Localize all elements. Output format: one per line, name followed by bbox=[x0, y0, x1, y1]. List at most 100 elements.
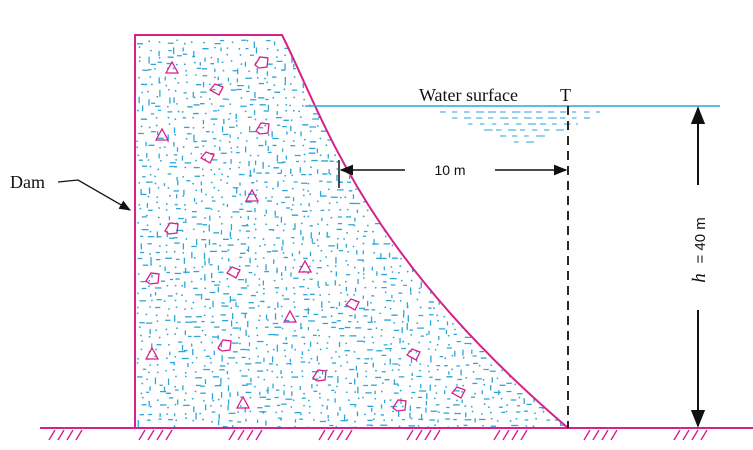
concrete-dot bbox=[154, 175, 156, 178]
concrete-dot bbox=[209, 357, 212, 360]
concrete-dot bbox=[409, 151, 412, 153]
concrete-dot bbox=[184, 308, 186, 311]
hatch-group bbox=[138, 429, 173, 441]
concrete-dot bbox=[312, 69, 315, 72]
concrete-dot bbox=[469, 342, 472, 345]
concrete-dot bbox=[275, 291, 278, 294]
aggregate-stone bbox=[297, 259, 313, 273]
concrete-dot bbox=[570, 372, 572, 374]
concrete-dot bbox=[526, 334, 529, 337]
concrete-dot bbox=[264, 124, 267, 127]
concrete-dot bbox=[445, 252, 448, 255]
concrete-dot bbox=[419, 271, 422, 274]
concrete-dot bbox=[284, 83, 287, 86]
concrete-dot bbox=[151, 83, 153, 86]
aggregate-stone bbox=[144, 346, 160, 360]
concrete-dot bbox=[391, 369, 394, 372]
concrete-dot bbox=[535, 256, 538, 259]
concrete-dot bbox=[266, 389, 268, 392]
concrete-dot bbox=[362, 273, 365, 275]
concrete-dot bbox=[410, 279, 413, 282]
concrete-dot bbox=[175, 375, 177, 378]
concrete-dot bbox=[499, 335, 502, 338]
concrete-dot bbox=[141, 340, 144, 343]
concrete-dot bbox=[357, 271, 360, 274]
concrete-dot bbox=[417, 175, 419, 178]
concrete-dot bbox=[210, 168, 213, 171]
concrete-dot bbox=[455, 76, 458, 79]
concrete-dot bbox=[505, 355, 508, 358]
concrete-dot bbox=[400, 257, 403, 260]
concrete-dot bbox=[394, 210, 396, 212]
concrete-dot bbox=[500, 307, 502, 310]
concrete-dot bbox=[193, 61, 196, 64]
concrete-dot bbox=[356, 237, 359, 240]
concrete-dot bbox=[210, 404, 212, 407]
concrete-dot bbox=[284, 97, 287, 99]
concrete-dot bbox=[570, 235, 572, 237]
concrete-dot bbox=[419, 369, 421, 372]
concrete-dot bbox=[317, 98, 320, 101]
concrete-dot bbox=[514, 383, 517, 386]
concrete-dot bbox=[570, 40, 572, 42]
concrete-dot bbox=[371, 55, 374, 58]
concrete-dot bbox=[275, 411, 278, 414]
aggregate-stone bbox=[312, 369, 327, 382]
concrete-dot bbox=[237, 137, 240, 140]
concrete-dot bbox=[276, 203, 279, 205]
concrete-dot bbox=[371, 82, 374, 85]
concrete-dot bbox=[258, 284, 261, 286]
concrete-dot bbox=[443, 244, 446, 247]
concrete-dot bbox=[482, 378, 485, 381]
concrete-dot bbox=[292, 399, 295, 402]
hatch-group bbox=[673, 429, 708, 441]
concrete-dot bbox=[202, 145, 205, 147]
concrete-dot bbox=[246, 249, 249, 251]
concrete-dot bbox=[174, 355, 177, 358]
concrete-dot bbox=[167, 187, 170, 189]
concrete-dot bbox=[506, 188, 509, 190]
concrete-dot bbox=[496, 126, 499, 128]
concrete-dot bbox=[406, 306, 409, 308]
concrete-dot bbox=[167, 406, 169, 409]
concrete-dot bbox=[372, 95, 375, 98]
concrete-dot bbox=[174, 266, 177, 269]
concrete-dot bbox=[336, 161, 339, 163]
concrete-dot bbox=[276, 376, 279, 379]
concrete-dot bbox=[383, 167, 385, 170]
concrete-dot bbox=[320, 249, 323, 252]
concrete-dot bbox=[472, 370, 475, 373]
concrete-dot bbox=[569, 81, 571, 83]
concrete-dot bbox=[492, 396, 495, 399]
concrete-dot bbox=[573, 167, 575, 169]
concrete-dot bbox=[527, 151, 529, 154]
concrete-dot bbox=[500, 202, 503, 205]
concrete-dot bbox=[262, 411, 265, 414]
concrete-dot bbox=[487, 340, 490, 343]
concrete-dot bbox=[429, 341, 432, 343]
concrete-dot bbox=[240, 97, 243, 99]
concrete-dot bbox=[436, 314, 439, 317]
concrete-dot bbox=[363, 340, 366, 343]
concrete-dot bbox=[574, 71, 576, 73]
concrete-dot bbox=[381, 116, 384, 119]
concrete-dot bbox=[380, 81, 383, 83]
hatch-line bbox=[156, 429, 164, 441]
concrete-dot bbox=[570, 390, 572, 392]
concrete-dot bbox=[518, 243, 520, 246]
concrete-dot bbox=[237, 305, 239, 308]
concrete-dot bbox=[308, 361, 311, 364]
concrete-dot bbox=[237, 411, 239, 413]
concrete-dot bbox=[456, 384, 458, 386]
concrete-dot bbox=[263, 214, 266, 217]
concrete-dot bbox=[501, 244, 504, 247]
concrete-dot bbox=[316, 200, 319, 203]
concrete-dot bbox=[461, 390, 463, 393]
concrete-dot bbox=[384, 137, 386, 140]
concrete-dot bbox=[447, 61, 450, 63]
concrete-dot bbox=[217, 109, 220, 112]
concrete-dot bbox=[229, 167, 232, 170]
concrete-dot bbox=[496, 420, 499, 422]
aggregate-stone bbox=[344, 298, 360, 311]
concrete-dot bbox=[230, 237, 233, 240]
